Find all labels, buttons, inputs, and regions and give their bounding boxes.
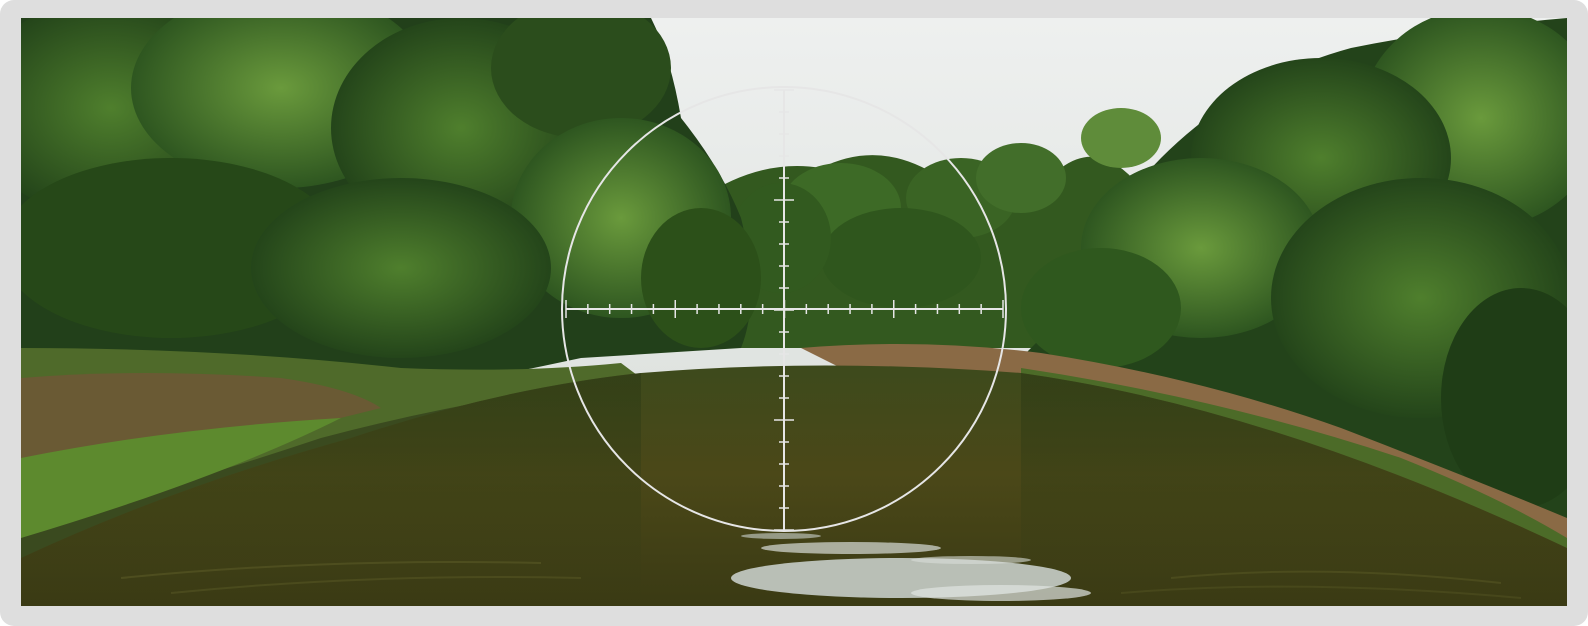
river-forest-scene: [21, 18, 1567, 606]
scope-viewport[interactable]: [21, 18, 1567, 606]
